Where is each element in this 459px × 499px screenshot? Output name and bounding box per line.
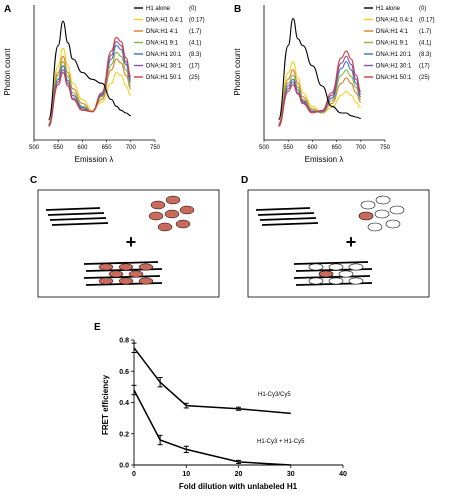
panel-label-e: E — [94, 322, 101, 333]
spectra-b: Photon count Emission λ 500 550 600 650 700 7… — [233, 5, 435, 164]
xtick-label: 500 — [29, 145, 40, 151]
legend-ratio: (0) — [189, 6, 196, 12]
spectrum-series-line — [47, 20, 131, 121]
xtick-label: 700 — [126, 145, 137, 151]
fret-ylabel: FRET efficiency — [101, 374, 110, 435]
legend-ratio: (1.7) — [419, 29, 431, 35]
fret-ticks: 0 10 20 30 40 0.0 0.2 0.4 0.6 0.8 — [119, 338, 347, 479]
legend-ratio: (4.1) — [189, 41, 201, 47]
dna-histone-complex-d — [293, 261, 373, 286]
spectra-a-xlabel: Emission λ — [75, 155, 114, 164]
legend-label: DNA:H1 30:1 — [146, 64, 182, 70]
legend-label: DNA:H1 9:1 — [376, 41, 409, 47]
fret-series-label-1: H1-Cy3/Cy5 — [258, 392, 291, 398]
legend-ratio: (17) — [419, 64, 430, 70]
histone-cluster — [148, 195, 195, 232]
fret-series-line — [133, 347, 291, 415]
legend-ratio: (0.17) — [189, 18, 205, 24]
dna-strands-free — [45, 207, 109, 226]
legend-ratio: (4.1) — [419, 41, 431, 47]
dna-strands-free-d — [255, 207, 319, 226]
fret-series-line — [133, 389, 291, 466]
legend-label: DNA:H1 0.4:1 — [146, 18, 184, 24]
legend-ratio: (8.3) — [419, 52, 431, 58]
legend-label: H1 alone — [376, 6, 401, 12]
fret-xtick-label: 40 — [339, 471, 347, 478]
spectra-a-legend: H1 alone (0) DNA:H1 0.4:1 (0.17) DNA:H1 4:1 (… — [134, 6, 205, 81]
plus-sign: + — [126, 232, 137, 252]
panel-label-b: B — [234, 4, 241, 15]
legend-label: DNA:H1 4:1 — [146, 29, 179, 35]
histone-cluster-d — [358, 195, 405, 232]
legend-ratio: (0.17) — [419, 18, 435, 24]
schematic-c: + — [37, 189, 220, 298]
fret-ytick-label: 0.6 — [119, 369, 129, 376]
xtick-label: 600 — [307, 145, 318, 151]
dna-histone-complex — [83, 261, 163, 286]
legend-ratio: (25) — [189, 75, 200, 81]
fret-xtick-label: 30 — [287, 471, 295, 478]
legend-label: DNA:H1 50:1 — [376, 75, 412, 81]
legend-label: DNA:H1 20:1 — [146, 52, 182, 58]
xtick-label: 750 — [150, 145, 161, 151]
fret-ytick-label: 0.8 — [119, 338, 129, 345]
spectra-a: Photon count Emission λ 500 550 600 650 700 7… — [3, 5, 205, 164]
legend-label: DNA:H1 4:1 — [376, 29, 409, 35]
spectrum-series-line — [277, 50, 362, 128]
fret-ytick-label: 0.2 — [119, 431, 129, 438]
fret-ytick-label: 0.4 — [119, 400, 129, 407]
fret-xtick-label: 20 — [235, 471, 243, 478]
xtick-label: 550 — [53, 145, 64, 151]
spectrum-series-line — [277, 55, 362, 126]
xtick-label: 650 — [332, 145, 343, 151]
spectra-b-xlabel: Emission λ — [305, 155, 344, 164]
spectrum-series-line — [277, 17, 361, 121]
legend-ratio: (8.3) — [189, 52, 201, 58]
legend-label: DNA:H1 9:1 — [146, 41, 179, 47]
panel-label-a: A — [4, 4, 11, 15]
fret-xlabel: Fold dilution with unlabeled H1 — [179, 482, 298, 491]
spectrum-series-line — [277, 69, 362, 126]
fret-ytick-label: 0.0 — [119, 463, 129, 470]
spectra-b-lines — [277, 17, 362, 128]
spectra-b-legend: H1 alone (0) DNA:H1 0.4:1 (0.17) DNA:H1 4:1 (… — [364, 6, 435, 81]
legend-ratio: (1.7) — [189, 29, 201, 35]
spectra-a-lines — [47, 20, 132, 128]
fret-xtick-label: 10 — [182, 471, 190, 478]
spectra-b-xticks: 500 550 600 650 700 750 — [259, 140, 391, 151]
spectra-b-ylabel: Photon count — [233, 48, 242, 96]
legend-label: DNA:H1 20:1 — [376, 52, 412, 58]
spectrum-series-line — [47, 47, 132, 125]
xtick-label: 750 — [380, 145, 391, 151]
panel-label-d: D — [241, 175, 248, 186]
legend-label: DNA:H1 30:1 — [376, 64, 412, 70]
xtick-label: 550 — [283, 145, 294, 151]
schematic-d: + — [247, 189, 430, 298]
spectrum-series-line — [47, 36, 132, 128]
xtick-label: 500 — [259, 145, 270, 151]
fret-series-label-2: H1-Cy3 + H1-Cy5 — [257, 439, 305, 445]
xtick-label: 650 — [102, 145, 113, 151]
spectra-a-xticks: 500 550 600 650 700 750 — [29, 140, 161, 151]
legend-label: DNA:H1 50:1 — [146, 75, 182, 81]
legend-label: DNA:H1 0.4:1 — [376, 18, 414, 24]
legend-ratio: (17) — [189, 64, 200, 70]
legend-ratio: (0) — [419, 6, 426, 12]
xtick-label: 700 — [356, 145, 367, 151]
legend-ratio: (25) — [419, 75, 430, 81]
plus-sign-d: + — [346, 232, 357, 252]
legend-label: H1 alone — [146, 6, 171, 12]
panel-label-c: C — [30, 175, 37, 186]
fret-plot: FRET efficiency Fold dilution with unlab… — [101, 338, 347, 492]
fret-lines — [131, 342, 291, 466]
fret-xtick-label: 0 — [132, 471, 136, 478]
spectra-a-ylabel: Photon count — [3, 48, 12, 96]
xtick-label: 600 — [77, 145, 88, 151]
